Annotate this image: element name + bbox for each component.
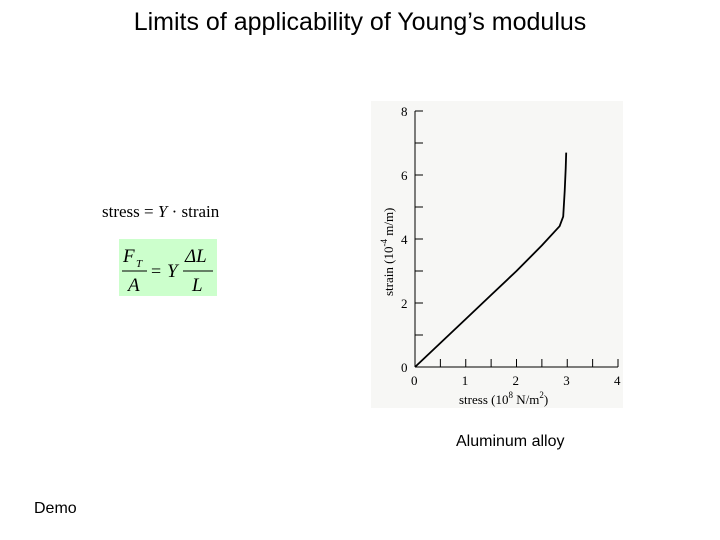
y-tick-label: 4 xyxy=(401,232,408,247)
y-tick-label: 0 xyxy=(401,360,408,375)
y-label-unit: m/m) xyxy=(381,208,396,239)
y-tick-label: 8 xyxy=(401,104,408,119)
fraction-equation-box: F T A = Y ΔL L xyxy=(119,239,217,296)
equals-sign: = xyxy=(144,202,154,221)
youngs-symbol: Y xyxy=(157,202,168,221)
x-tick-label: 2 xyxy=(513,373,520,388)
delta-length-symbol: ΔL xyxy=(184,246,207,267)
area-symbol: A xyxy=(126,275,140,296)
x-tick-label: 0 xyxy=(411,373,418,388)
x-label-unit-exponent: 2 xyxy=(539,390,544,400)
y-axis-label: strain (10-4 m/m) xyxy=(379,208,396,296)
y-label-main: strain (10 xyxy=(381,247,396,296)
stress-strain-curve xyxy=(414,152,568,368)
x-tick-label: 1 xyxy=(462,373,469,388)
force-subscript: T xyxy=(136,258,143,270)
slide-title: Limits of applicability of Young’s modul… xyxy=(133,8,587,36)
length-symbol: L xyxy=(191,275,203,296)
y-label-exponent: -4 xyxy=(379,239,389,247)
x-label-close: ) xyxy=(544,392,548,407)
force-symbol: F xyxy=(122,246,135,267)
y-tick-label: 6 xyxy=(401,168,408,183)
y-tick-label: 2 xyxy=(401,296,408,311)
fraction-equals: = xyxy=(151,261,161,281)
x-axis-label: stress (108 N/m2) xyxy=(459,390,548,407)
x-tick-label: 3 xyxy=(563,373,570,388)
strain-word: strain xyxy=(181,202,220,221)
stress-strain-equation: stress = Y · strain xyxy=(102,202,219,222)
x-tick-label: 4 xyxy=(614,373,621,388)
demo-label: Demo xyxy=(34,500,77,517)
graph-caption: Aluminum alloy xyxy=(456,433,565,450)
x-label-exponent: 8 xyxy=(508,390,513,400)
x-label-unit: N/m xyxy=(513,392,539,407)
fraction-youngs-symbol: Y xyxy=(167,261,180,282)
dot-operator: · xyxy=(171,202,178,221)
x-label-main: stress (10 xyxy=(459,392,508,407)
stress-word: stress xyxy=(102,202,140,221)
